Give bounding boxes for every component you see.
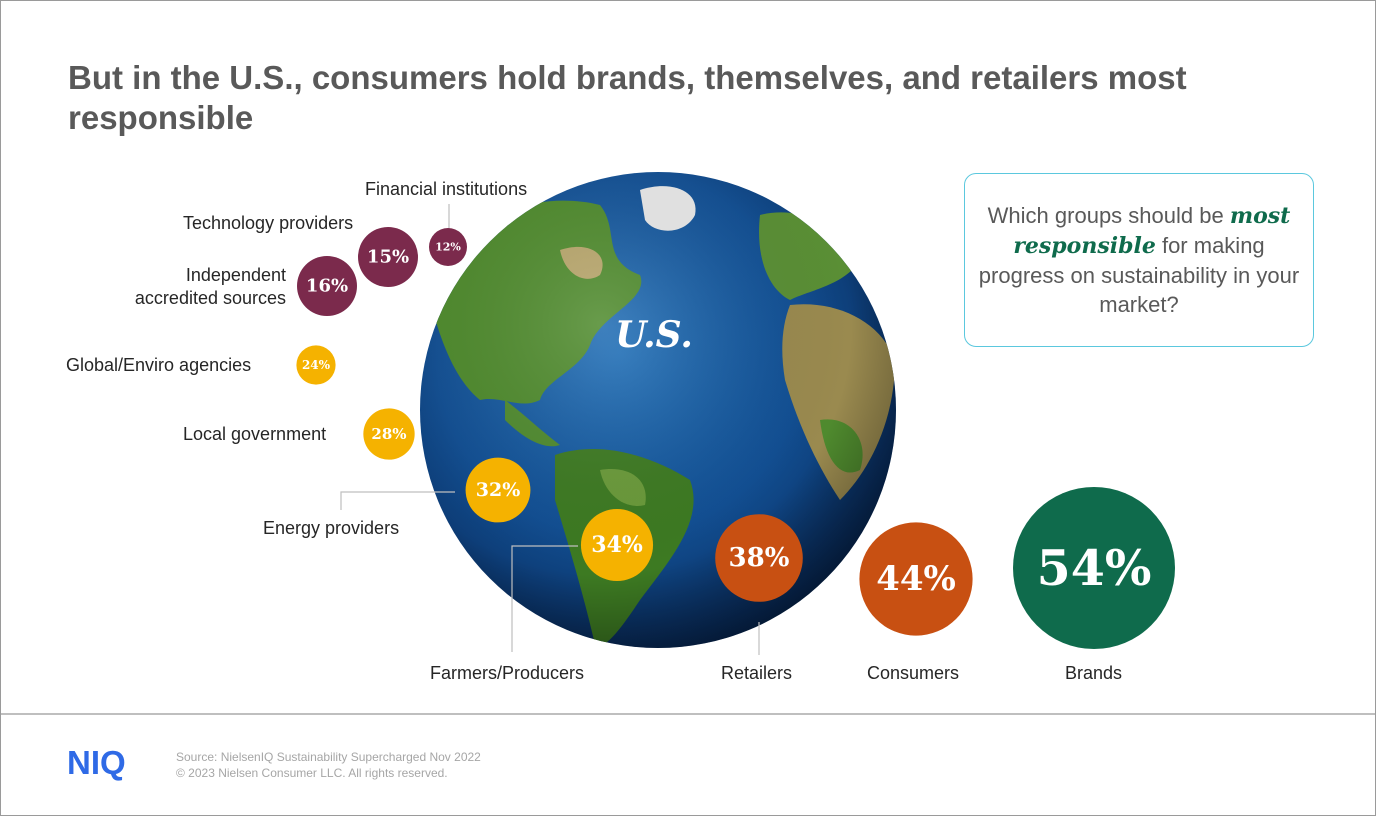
source-line: Source: NielsenIQ Sustainability Superch…	[176, 750, 481, 764]
value-label-farmers-producers: 34%	[591, 532, 643, 558]
label-independent-accredited-sources: Independent accredited sources	[126, 264, 286, 310]
value-label-independent-accredited-sources: 16%	[306, 276, 348, 297]
label-global-enviro-agencies: Global/Enviro agencies	[66, 355, 252, 375]
value-label-brands: 54%	[1037, 539, 1152, 597]
question-text: Which groups should be most responsible …	[975, 201, 1303, 319]
label-brands: Brands	[1065, 663, 1123, 683]
question-emphasis: most responsible	[1013, 203, 1291, 259]
footer-divider	[1, 713, 1375, 715]
bubble-farmers-producers	[580, 508, 654, 582]
globe-image	[420, 172, 896, 648]
bubble-retailers	[715, 514, 803, 602]
bubble-series: 54% 44% 38% 34% 32% 28% 24% 16% 15% 12%	[296, 227, 1175, 649]
value-label-financial-institutions: 12%	[435, 241, 461, 254]
question-text-post: for making progress on sustainability in…	[978, 233, 1300, 317]
bubble-local-government	[363, 408, 415, 460]
label-independent-accredited-sources-text: Independent accredited sources	[134, 265, 286, 308]
question-box: Which groups should be most responsible …	[964, 173, 1314, 347]
value-label-global-enviro-agencies: 24%	[302, 358, 331, 372]
label-financial-institutions: Financial institutions	[365, 179, 528, 199]
leader-lines	[340, 204, 760, 655]
question-text-pre: Which groups should be	[987, 203, 1230, 228]
bubble-energy-providers	[465, 457, 531, 523]
label-retailers: Retailers	[721, 663, 793, 683]
label-local-government: Local government	[183, 424, 327, 444]
page-title: But in the U.S., consumers hold brands, …	[68, 59, 1187, 136]
bubble-technology-providers	[358, 227, 418, 287]
value-label-energy-providers: 32%	[476, 479, 521, 501]
bubble-financial-institutions	[429, 228, 467, 266]
niq-logo: NIQ	[67, 744, 126, 781]
bubble-global-enviro-agencies	[296, 345, 336, 385]
bubble-consumers	[859, 522, 973, 636]
label-farmers-producers: Farmers/Producers	[430, 663, 585, 683]
bubble-independent-accredited-sources	[297, 256, 357, 316]
value-label-local-government: 28%	[371, 425, 406, 443]
value-label-retailers: 38%	[729, 543, 790, 573]
label-energy-providers: Energy providers	[263, 518, 400, 538]
bubble-chart: U.S. 54% 44% 38% 34% 32% 28% 24% 16% 15% 12%	[296, 172, 1175, 655]
label-consumers: Consumers	[867, 663, 960, 683]
label-technology-providers: Technology providers	[183, 213, 354, 233]
source-note: Source: NielsenIQ Sustainability Superch…	[176, 749, 481, 781]
value-label-consumers: 44%	[876, 559, 956, 599]
bubble-brands	[1013, 487, 1175, 649]
globe-country-label: U.S.	[615, 314, 693, 356]
value-label-technology-providers: 15%	[367, 247, 409, 268]
copyright-line: © 2023 Nielsen Consumer LLC. All rights …	[176, 766, 448, 780]
